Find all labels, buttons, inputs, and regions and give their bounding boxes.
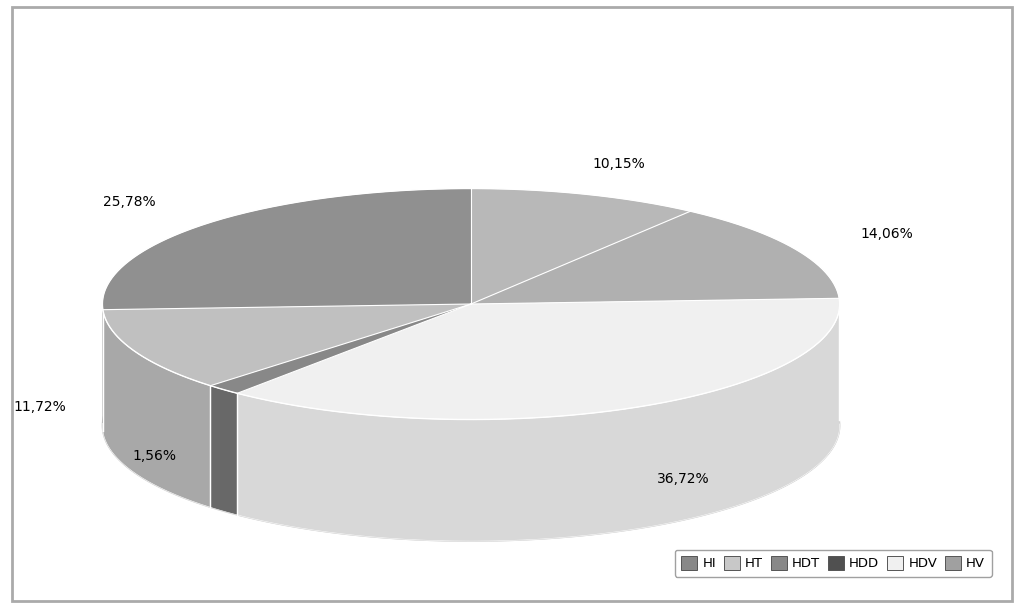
Polygon shape [238, 302, 840, 541]
Text: 14,06%: 14,06% [861, 227, 913, 241]
Text: 36,72%: 36,72% [657, 472, 710, 486]
Polygon shape [471, 211, 840, 304]
Polygon shape [102, 188, 471, 309]
Polygon shape [102, 304, 471, 385]
Text: 1,56%: 1,56% [132, 449, 176, 463]
Text: 25,78%: 25,78% [103, 195, 156, 209]
Polygon shape [211, 304, 471, 393]
Polygon shape [102, 310, 840, 541]
Polygon shape [471, 188, 690, 304]
Polygon shape [102, 309, 211, 507]
Text: 10,15%: 10,15% [593, 157, 645, 171]
Polygon shape [238, 299, 840, 420]
Polygon shape [211, 385, 238, 515]
Legend: HI, HT, HDT, HDD, HDV, HV: HI, HT, HDT, HDD, HDV, HV [675, 550, 992, 577]
Text: 11,72%: 11,72% [13, 399, 67, 413]
